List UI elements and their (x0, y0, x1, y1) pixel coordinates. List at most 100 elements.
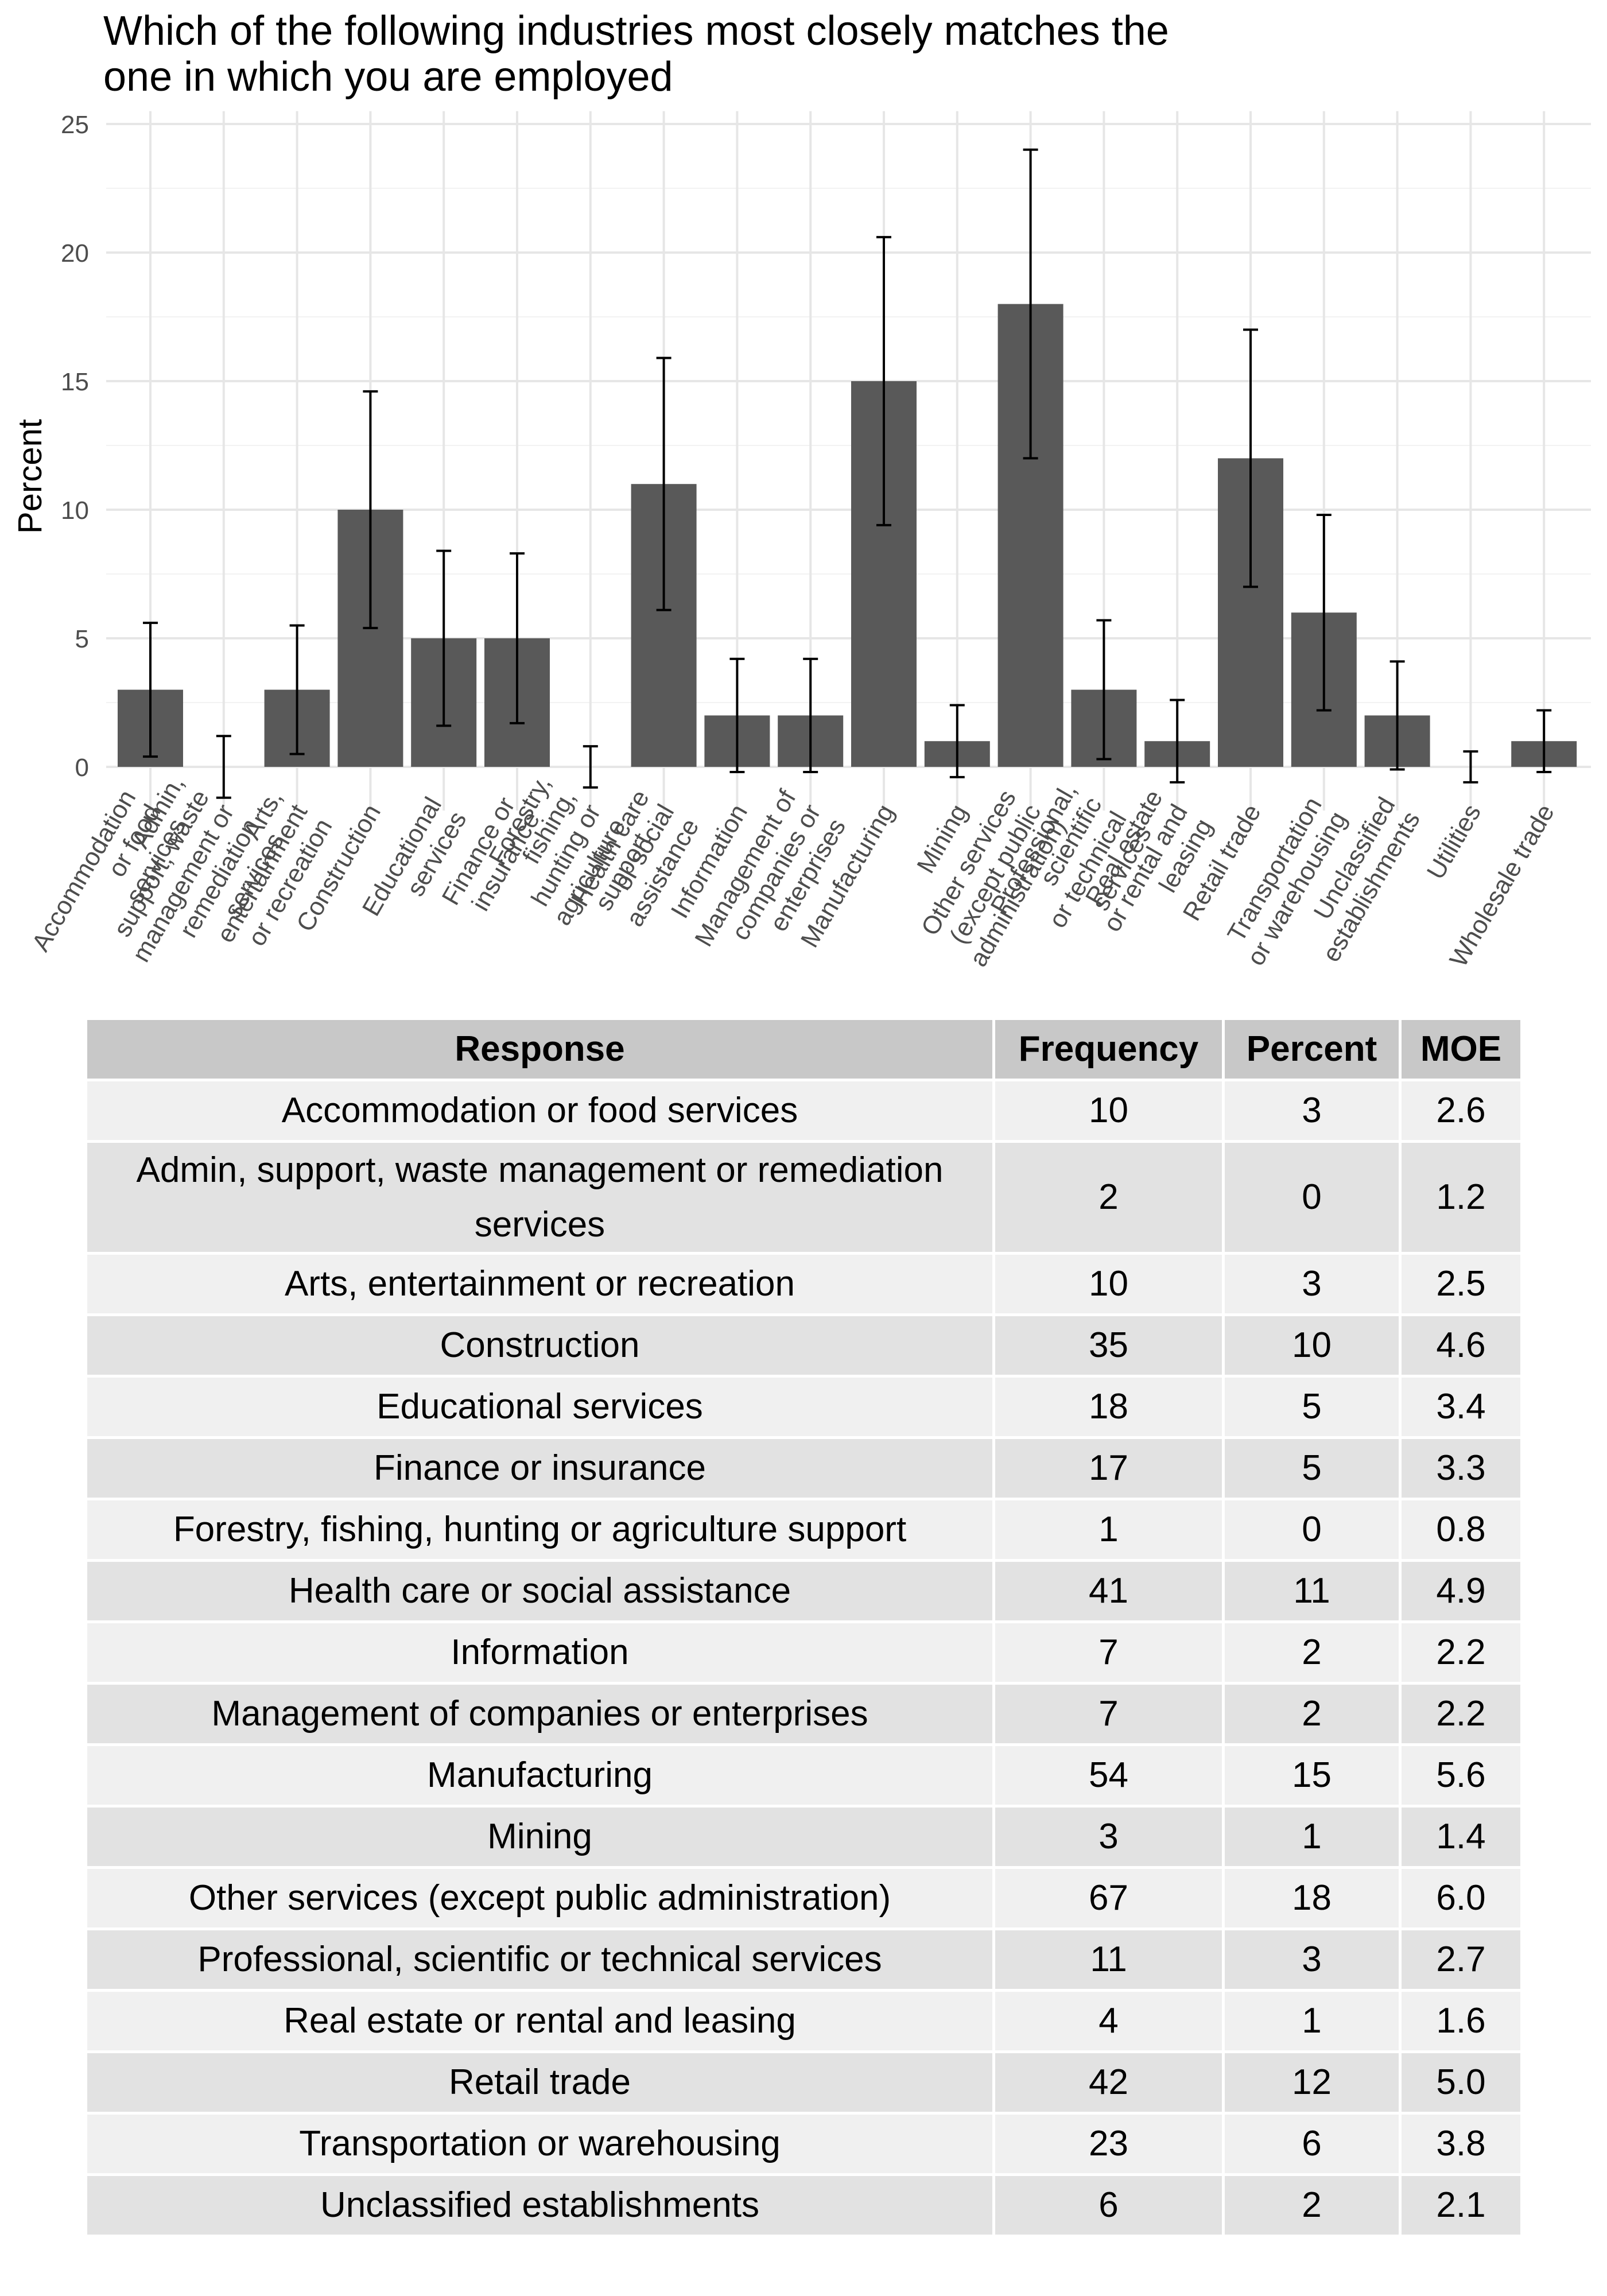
bars (118, 304, 1577, 767)
cell-response: Real estate or rental and leasing (84, 1989, 995, 2053)
column-header-moe: MOE (1399, 1017, 1523, 1081)
cell-moe: 5.6 (1399, 1743, 1523, 1808)
cell-percent: 2 (1222, 2173, 1402, 2237)
cell-response: Mining (84, 1805, 995, 1869)
cell-frequency: 67 (992, 1866, 1225, 1930)
cell-moe: 2.5 (1399, 1252, 1523, 1316)
column-header-response: Response (84, 1017, 995, 1081)
results-table: Response Frequency Percent MOE Accommoda… (84, 1017, 1523, 2237)
table-row: Forestry, fishing, hunting or agricultur… (84, 1498, 1523, 1562)
cell-moe: 2.2 (1399, 1682, 1523, 1746)
table-row: Other services (except public administra… (84, 1866, 1523, 1930)
cell-percent: 2 (1222, 1682, 1402, 1746)
cell-frequency: 7 (992, 1682, 1225, 1746)
x-tick-label: Utilities (1422, 800, 1486, 884)
table-row: Finance or insurance 17 5 3.3 (84, 1436, 1523, 1500)
table-header-row: Response Frequency Percent MOE (84, 1017, 1523, 1081)
table-row: Professional, scientific or technical se… (84, 1927, 1523, 1992)
cell-frequency: 42 (992, 2050, 1225, 2115)
x-tick-label-line: Utilities (1422, 800, 1486, 884)
cell-moe: 3.4 (1399, 1375, 1523, 1439)
cell-percent: 15 (1222, 1743, 1402, 1808)
cell-moe: 2.2 (1399, 1620, 1523, 1685)
cell-response: Information (84, 1620, 995, 1685)
chart-title: Which of the following industries most c… (103, 8, 1169, 100)
cell-response: Health care or social assistance (84, 1559, 995, 1623)
cell-response: Manufacturing (84, 1743, 995, 1808)
cell-percent: 1 (1222, 1989, 1402, 2053)
y-tick-label: 20 (61, 239, 89, 267)
table-row: Transportation or warehousing 23 6 3.8 (84, 2112, 1523, 2176)
cell-moe: 3.8 (1399, 2112, 1523, 2176)
cell-frequency: 10 (992, 1079, 1225, 1143)
cell-percent: 3 (1222, 1252, 1402, 1316)
chart-title-line-2: one in which you are employed (103, 54, 673, 100)
column-header-percent: Percent (1222, 1017, 1402, 1081)
table-row: Information 7 2 2.2 (84, 1620, 1523, 1685)
table-row: Unclassified establishments 6 2 2.1 (84, 2173, 1523, 2237)
cell-moe: 2.1 (1399, 2173, 1523, 2237)
cell-moe: 1.2 (1399, 1140, 1523, 1255)
table-row: Mining 3 1 1.4 (84, 1805, 1523, 1869)
table-row: Arts, entertainment or recreation 10 3 2… (84, 1252, 1523, 1316)
table-row: Admin, support, waste management or reme… (84, 1140, 1523, 1255)
cell-frequency: 2 (992, 1140, 1225, 1255)
cell-moe: 4.6 (1399, 1313, 1523, 1378)
cell-frequency: 23 (992, 2112, 1225, 2176)
cell-moe: 3.3 (1399, 1436, 1523, 1500)
cell-moe: 1.6 (1399, 1989, 1523, 2053)
cell-response: Other services (except public administra… (84, 1866, 995, 1930)
cell-response: Finance or insurance (84, 1436, 995, 1500)
cell-moe: 4.9 (1399, 1559, 1523, 1623)
table-row: Educational services 18 5 3.4 (84, 1375, 1523, 1439)
cell-percent: 0 (1222, 1140, 1402, 1255)
y-tick-label: 5 (75, 625, 89, 653)
column-header-frequency: Frequency (992, 1017, 1225, 1081)
cell-response: Arts, entertainment or recreation (84, 1252, 995, 1316)
table-row: Retail trade 42 12 5.0 (84, 2050, 1523, 2115)
cell-frequency: 7 (992, 1620, 1225, 1685)
table-row: Accommodation or food services 10 3 2.6 (84, 1079, 1523, 1143)
cell-percent: 3 (1222, 1927, 1402, 1992)
cell-percent: 18 (1222, 1866, 1402, 1930)
cell-response: Accommodation or food services (84, 1079, 995, 1143)
table-row: Construction 35 10 4.6 (84, 1313, 1523, 1378)
cell-frequency: 1 (992, 1498, 1225, 1562)
y-axis-label: Percent (11, 419, 49, 534)
table-row: Health care or social assistance 41 11 4… (84, 1559, 1523, 1623)
x-tick-labels: Accommodationor foodservicesAdmin,suppor… (26, 771, 1560, 972)
cell-frequency: 3 (992, 1805, 1225, 1869)
table-row: Management of companies or enterprises 7… (84, 1682, 1523, 1746)
y-tick-label: 10 (61, 497, 89, 525)
cell-response: Forestry, fishing, hunting or agricultur… (84, 1498, 995, 1562)
cell-response: Admin, support, waste management or reme… (84, 1140, 995, 1255)
cell-percent: 6 (1222, 2112, 1402, 2176)
cell-percent: 12 (1222, 2050, 1402, 2115)
cell-moe: 2.6 (1399, 1079, 1523, 1143)
cell-percent: 5 (1222, 1436, 1402, 1500)
cell-percent: 1 (1222, 1805, 1402, 1869)
cell-moe: 2.7 (1399, 1927, 1523, 1992)
cell-frequency: 6 (992, 2173, 1225, 2237)
chart-title-line-1: Which of the following industries most c… (103, 8, 1169, 54)
cell-percent: 0 (1222, 1498, 1402, 1562)
y-tick-label: 15 (61, 368, 89, 396)
cell-response: Transportation or warehousing (84, 2112, 995, 2176)
cell-percent: 5 (1222, 1375, 1402, 1439)
cell-frequency: 54 (992, 1743, 1225, 1808)
cell-moe: 6.0 (1399, 1866, 1523, 1930)
cell-frequency: 41 (992, 1559, 1225, 1623)
cell-frequency: 17 (992, 1436, 1225, 1500)
bar-chart: Which of the following industries most c… (11, 8, 1591, 972)
cell-frequency: 10 (992, 1252, 1225, 1316)
table-row: Manufacturing 54 15 5.6 (84, 1743, 1523, 1808)
cell-moe: 1.4 (1399, 1805, 1523, 1869)
cell-frequency: 18 (992, 1375, 1225, 1439)
cell-frequency: 11 (992, 1927, 1225, 1992)
cell-response: Retail trade (84, 2050, 995, 2115)
y-tick-labels: 0 5 10 15 20 25 (61, 111, 89, 782)
cell-moe: 5.0 (1399, 2050, 1523, 2115)
table-row: Real estate or rental and leasing 4 1 1.… (84, 1989, 1523, 2053)
error-bars (143, 148, 1552, 799)
y-tick-label: 0 (75, 754, 89, 782)
